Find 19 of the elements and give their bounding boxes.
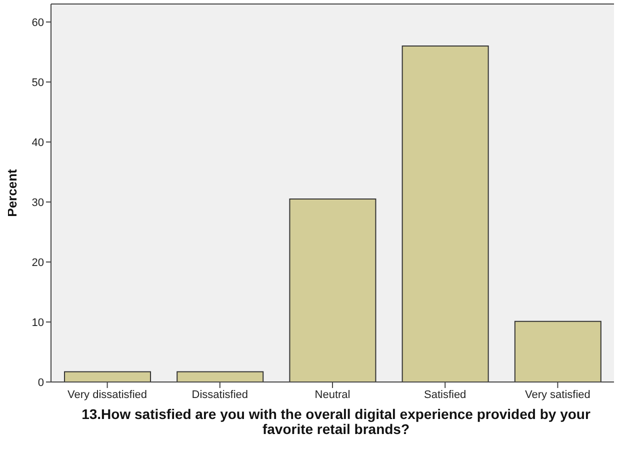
y-tick-label: 20 xyxy=(32,256,44,269)
x-tick-label: Satisfied xyxy=(424,388,466,401)
y-axis-title: Percent xyxy=(4,168,20,217)
y-tick-label: 50 xyxy=(32,76,44,89)
y-tick-label: 40 xyxy=(32,136,44,149)
y-tick-label: 60 xyxy=(32,16,44,29)
y-tick-label: 0 xyxy=(38,376,44,389)
x-tick-label: Very dissatisfied xyxy=(68,388,148,401)
bar xyxy=(514,320,602,382)
x-tick-label: Dissatisfied xyxy=(192,388,248,401)
x-axis-title: 13.How satisfied are you with the overall digital experience provided by your favorite retail brands? xyxy=(80,406,592,437)
x-tick-label: Neutral xyxy=(314,388,350,401)
bar xyxy=(64,371,152,382)
bar xyxy=(402,46,489,382)
bar xyxy=(289,198,376,382)
y-tick-label: 30 xyxy=(32,196,44,209)
y-tick-label: 10 xyxy=(32,316,44,329)
x-tick-label: Very satisfied xyxy=(524,388,590,401)
bar xyxy=(176,371,264,382)
